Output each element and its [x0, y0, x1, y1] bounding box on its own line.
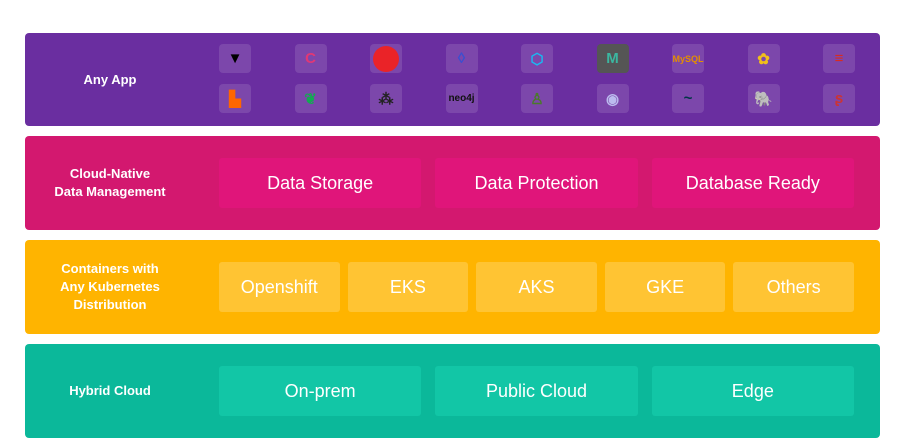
rabbitmq-icon: ▙	[219, 84, 251, 113]
public-cloud-box: Public Cloud	[435, 366, 638, 416]
edge-box: Edge	[651, 366, 854, 416]
kafka-icon: ⁂	[370, 84, 402, 113]
hybrid-cloud-layer: Hybrid Cloud On-prem Public Cloud Edge	[25, 344, 880, 438]
soldier-icon: ♙	[521, 84, 553, 113]
redis-icon: ≡	[823, 44, 855, 73]
layer-label: Containers with Any Kubernetes Distribut…	[60, 261, 160, 312]
gke-box: GKE	[604, 262, 726, 312]
vault-icon: ▼	[219, 44, 251, 73]
hexagon-db-icon: ⬡	[521, 44, 553, 73]
data-management-layer: Cloud-Native Data Management Data Storag…	[25, 136, 880, 230]
layer-label: Any App	[83, 71, 137, 87]
elastic-icon: ✿	[747, 44, 780, 73]
layer-label: Cloud-Native Data Management	[54, 166, 166, 199]
others-box: Others	[733, 262, 854, 312]
cassandra-icon: ◉	[596, 84, 629, 113]
consul-icon: C	[294, 44, 327, 73]
fauna-icon: ◊	[445, 44, 478, 73]
app-icons: ▼ C ◊ ⬡ M MySQL ✿ ≡ ▙ ❦ ⁂ neo4j ♙ ◉ ~ 🐘 …	[219, 44, 855, 113]
mongodb-icon: ❦	[294, 84, 327, 113]
aks-box: AKS	[476, 262, 597, 312]
data-protection-box: Data Protection	[435, 158, 638, 208]
meteor-icon: M	[596, 44, 629, 73]
mariadb-icon: ~	[672, 84, 704, 113]
on-prem-box: On-prem	[219, 366, 422, 416]
any-app-layer: Any App ▼ C ◊ ⬡ M MySQL ✿ ≡ ▙ ❦ ⁂ neo4j …	[25, 33, 880, 126]
database-ready-box: Database Ready	[651, 158, 854, 208]
data-storage-box: Data Storage	[219, 158, 422, 208]
layer-label: Hybrid Cloud	[69, 383, 151, 398]
couchbase-icon	[370, 44, 402, 73]
postgresql-icon: 🐘	[747, 84, 780, 113]
eks-box: EKS	[347, 262, 469, 312]
mysql-icon: MySQL	[672, 44, 704, 73]
openshift-box: Openshift	[219, 262, 340, 312]
sql-server-icon: ʂ	[823, 84, 855, 113]
neo4j-icon: neo4j	[445, 84, 478, 113]
containers-layer: Containers with Any Kubernetes Distribut…	[25, 240, 880, 334]
